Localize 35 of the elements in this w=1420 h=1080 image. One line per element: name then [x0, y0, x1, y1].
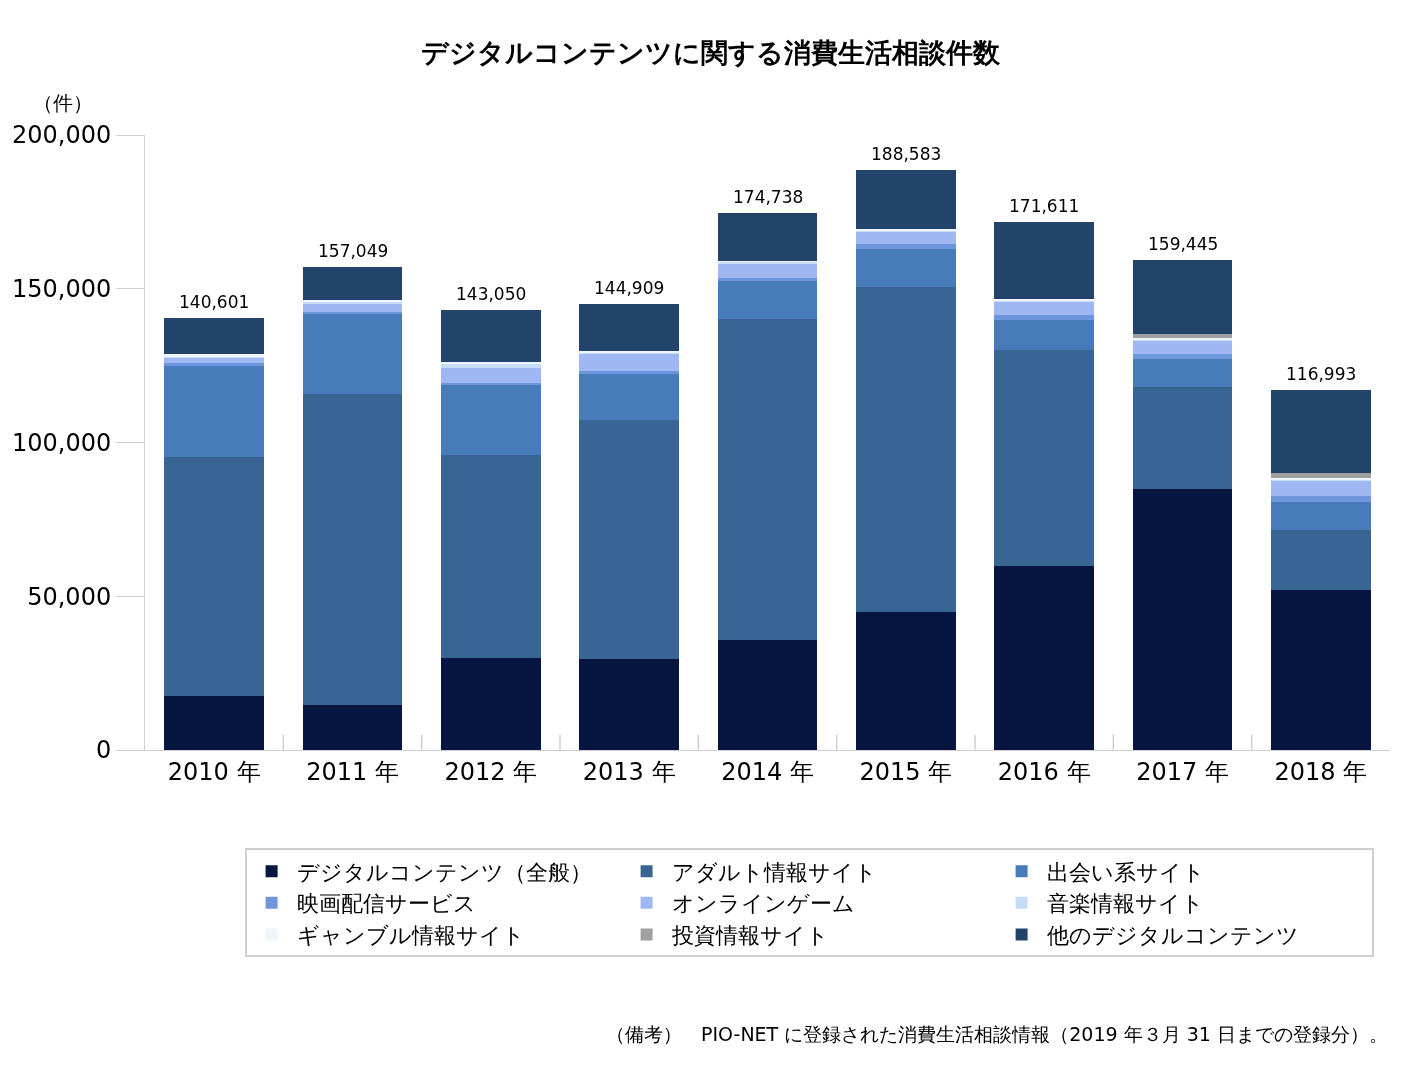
y-tick-label: 0: [95, 736, 112, 765]
total-label: 144,909: [594, 278, 665, 298]
legend-label: デジタルコンテンツ（全般）: [296, 859, 592, 885]
legend-label: アダルト情報サイト: [671, 859, 877, 885]
x-tick-label: 2011 年: [306, 757, 399, 786]
total-label: 140,601: [179, 292, 250, 312]
total-label: 116,993: [1286, 364, 1357, 384]
x-tick-label: 2013 年: [582, 757, 676, 786]
legend-label: 他のデジタルコンテンツ: [1046, 922, 1299, 948]
x-tick-label: 2017 年: [1136, 757, 1229, 786]
x-tick-label: 2010 年: [167, 757, 261, 786]
legend-label: オンラインゲーム: [671, 891, 855, 917]
total-label: 188,583: [871, 144, 942, 164]
total-label: 159,445: [1148, 234, 1219, 254]
legend-label: 映画配信サービス: [296, 891, 476, 917]
text: （備考） PIO-NET に登録された消費生活相談情報（2019 年３月 31 日までの登録分）。: [606, 1023, 1388, 1045]
y-tick-label: 50,000: [27, 582, 112, 611]
y-tick-label: 150,000: [11, 275, 112, 304]
legend-label: 出会い系サイト: [1046, 859, 1205, 885]
x-tick-label: 2018 年: [1274, 757, 1368, 786]
x-tick-label: 2012 年: [444, 757, 538, 786]
y-tick-label: 200,000: [11, 121, 112, 150]
total-label: 174,738: [733, 187, 804, 207]
total-label: 171,611: [1009, 196, 1080, 216]
y-axis-title: （件）: [33, 91, 93, 115]
legend-label: ギャンブル情報サイト: [296, 922, 525, 948]
x-tick-label: 2014 年: [721, 757, 814, 786]
chart-title: デジタルコンテンツに関する消費生活相談件数: [420, 37, 1001, 69]
x-tick-label: 2015 年: [859, 757, 953, 786]
legend-label: 音楽情報サイト: [1046, 891, 1204, 917]
total-label: 143,050: [456, 284, 527, 304]
total-label: 157,049: [318, 241, 389, 261]
x-tick-label: 2016 年: [997, 757, 1091, 786]
legend-label: 投資情報サイト: [670, 922, 829, 948]
y-tick-label: 100,000: [11, 428, 112, 457]
